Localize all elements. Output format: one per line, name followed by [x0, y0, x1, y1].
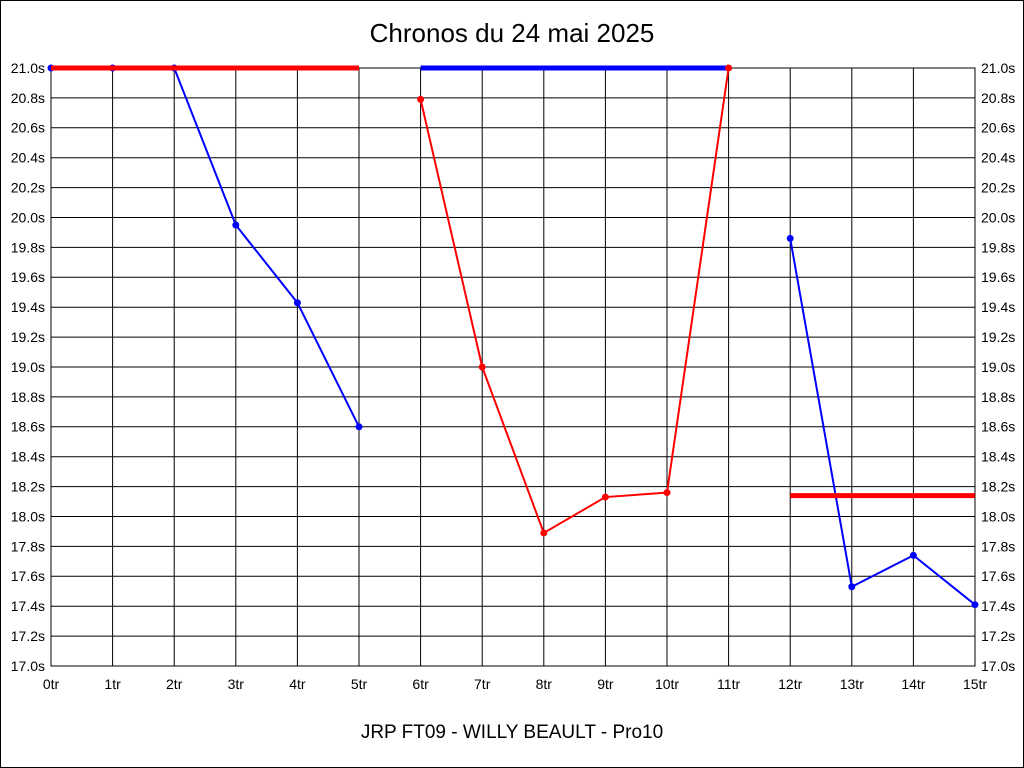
y-tick-label-left: 20.6s [11, 120, 45, 136]
x-tick-label: 1tr [104, 676, 121, 692]
y-tick-label-left: 20.0s [11, 209, 45, 225]
y-tick-label-right: 19.2s [981, 329, 1015, 345]
x-tick-label: 14tr [901, 676, 925, 692]
y-tick-label-right: 18.2s [981, 479, 1015, 495]
y-tick-label-right: 17.8s [981, 538, 1015, 554]
y-tick-label-right: 18.6s [981, 419, 1015, 435]
y-tick-label-right: 19.4s [981, 299, 1015, 315]
y-tick-label-right: 18.8s [981, 389, 1015, 405]
chart-subtitle: JRP FT09 - WILLY BEAULT - Pro10 [360, 722, 664, 743]
x-tick-label: 7tr [474, 676, 491, 692]
x-tick-label: 15tr [963, 676, 987, 692]
x-tick-label: 9tr [597, 676, 614, 692]
y-tick-label-right: 17.2s [981, 628, 1015, 644]
y-tick-label-left: 17.2s [11, 628, 45, 644]
x-tick-label: 5tr [351, 676, 368, 692]
blue-driver-marker [786, 234, 794, 242]
blue-driver-marker [355, 423, 363, 431]
y-tick-label-left: 19.4s [11, 299, 45, 315]
y-tick-label-left: 21.0s [11, 60, 45, 76]
x-tick-label: 3tr [228, 676, 245, 692]
x-tick-label: 13tr [840, 676, 864, 692]
y-tick-label-right: 20.0s [981, 209, 1015, 225]
y-tick-label-right: 19.0s [981, 359, 1015, 375]
y-tick-label-left: 18.8s [11, 389, 45, 405]
y-tick-label-left: 17.0s [11, 658, 45, 674]
chart-title: Chronos du 24 mai 2025 [369, 18, 655, 48]
x-tick-label: 11tr [717, 676, 740, 692]
y-tick-label-left: 20.4s [11, 150, 45, 166]
y-tick-label-right: 19.8s [981, 239, 1015, 255]
red-driver-marker [725, 64, 733, 72]
y-tick-label-left: 18.4s [11, 449, 45, 465]
blue-driver-marker [293, 299, 301, 307]
y-tick-label-right: 20.2s [981, 180, 1015, 196]
y-tick-label-left: 17.4s [11, 598, 45, 614]
x-tick-label: 2tr [166, 676, 183, 692]
y-tick-label-right: 17.0s [981, 658, 1015, 674]
y-tick-label-right: 17.4s [981, 598, 1015, 614]
y-tick-label-left: 19.0s [11, 359, 45, 375]
blue-driver-marker [848, 583, 856, 591]
x-tick-label: 10tr [655, 676, 679, 692]
blue-driver-marker [232, 221, 240, 229]
y-tick-label-right: 20.6s [981, 120, 1015, 136]
y-tick-label-left: 19.6s [11, 269, 45, 285]
x-tick-label: 6tr [412, 676, 429, 692]
blue-driver-marker [909, 551, 917, 559]
red-driver-marker [478, 363, 486, 371]
y-tick-label-left: 18.2s [11, 479, 45, 495]
x-tick-label: 8tr [536, 676, 553, 692]
y-tick-label-left: 18.6s [11, 419, 45, 435]
x-tick-label: 4tr [289, 676, 306, 692]
y-tick-label-right: 20.8s [981, 90, 1015, 106]
y-tick-label-left: 19.2s [11, 329, 45, 345]
y-tick-label-right: 18.4s [981, 449, 1015, 465]
y-tick-label-left: 20.8s [11, 90, 45, 106]
y-tick-label-right: 20.4s [981, 150, 1015, 166]
y-tick-label-left: 18.0s [11, 508, 45, 524]
red-driver-marker [663, 489, 671, 497]
red-driver-marker [417, 95, 425, 103]
red-driver-marker [601, 493, 609, 501]
y-tick-label-left: 19.8s [11, 239, 45, 255]
red-driver-marker [540, 529, 548, 537]
y-tick-label-left: 17.8s [11, 538, 45, 554]
x-tick-label: 0tr [43, 676, 60, 692]
y-tick-label-right: 17.6s [981, 568, 1015, 584]
y-tick-label-right: 19.6s [981, 269, 1015, 285]
y-tick-label-right: 18.0s [981, 508, 1015, 524]
blue-driver-line [789, 238, 976, 606]
x-tick-label: 12tr [778, 676, 802, 692]
blue-driver-marker [971, 601, 979, 609]
y-tick-label-left: 20.2s [11, 180, 45, 196]
red-driver-line [419, 67, 730, 534]
y-tick-label-left: 17.6s [11, 568, 45, 584]
y-tick-label-right: 21.0s [981, 60, 1015, 76]
